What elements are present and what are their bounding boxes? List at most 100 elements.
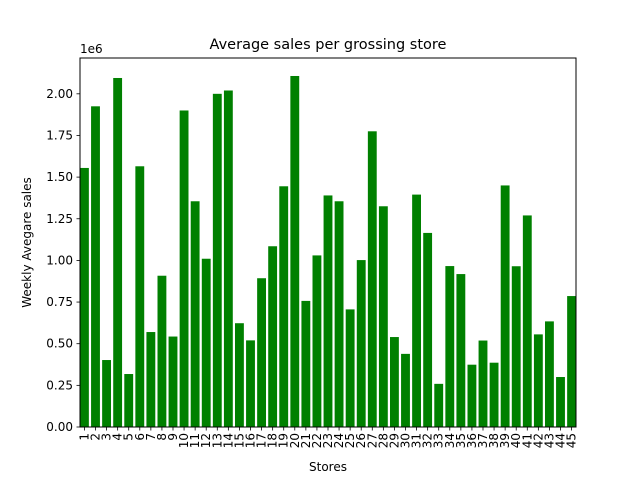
bar-store-34	[445, 266, 455, 427]
bar-store-39	[500, 185, 510, 427]
x-axis: 1234567891011121314151617181920212223242…	[77, 427, 579, 448]
y-tick-label: 0.25	[46, 378, 73, 392]
y-axis-label: Weekly Avegare sales	[20, 177, 34, 308]
x-axis-label: Stores	[309, 460, 347, 474]
x-tick-label: 15	[232, 433, 246, 448]
y-tick-label: 1.25	[46, 212, 73, 226]
x-tick-label: 32	[421, 433, 435, 448]
bar-store-40	[511, 266, 521, 427]
bar-store-2	[91, 106, 100, 427]
y-multiplier-label: 1e6	[80, 42, 103, 56]
x-tick-label: 36	[465, 433, 479, 448]
x-tick-label: 6	[133, 433, 147, 441]
bar-store-11	[190, 201, 200, 427]
bar-store-13	[212, 93, 222, 427]
x-tick-label: 40	[509, 433, 523, 448]
x-tick-label: 13	[210, 433, 224, 448]
bar-store-27	[367, 131, 377, 428]
plot-frame	[79, 57, 577, 428]
y-tick-label: 0.00	[46, 420, 73, 434]
y-tick-label: 0.50	[46, 337, 73, 351]
bar-store-44	[556, 377, 565, 427]
x-tick-label: 14	[221, 433, 235, 448]
x-tick-label: 7	[144, 433, 158, 441]
bar-store-21	[301, 300, 311, 427]
bar-store-19	[279, 186, 289, 427]
bar-store-8	[157, 275, 167, 427]
x-tick-label: 45	[565, 433, 579, 448]
bar-store-28	[378, 206, 388, 427]
bar-store-29	[390, 337, 399, 427]
bars-group	[80, 75, 576, 428]
x-tick-label: 26	[354, 433, 368, 448]
x-tick-label: 35	[454, 433, 468, 448]
bar-store-20	[290, 75, 300, 428]
bar-store-14	[223, 90, 233, 428]
bar-store-9	[168, 336, 178, 427]
x-tick-label: 37	[476, 433, 490, 448]
bar-store-15	[235, 323, 244, 427]
x-tick-label: 29	[387, 433, 401, 448]
bar-store-31	[412, 194, 421, 427]
bar-store-45	[567, 296, 576, 427]
bar-store-23	[323, 195, 333, 427]
bar-store-36	[467, 364, 477, 427]
y-tick-label: 0.75	[46, 295, 73, 309]
x-tick-label: 42	[531, 433, 545, 448]
x-tick-label: 1	[77, 433, 91, 441]
x-tick-label: 5	[122, 433, 136, 441]
x-tick-label: 8	[155, 433, 169, 441]
bar-store-22	[312, 255, 322, 427]
bar-store-38	[489, 362, 499, 427]
bar-store-6	[135, 166, 145, 427]
x-tick-label: 18	[266, 433, 280, 448]
x-tick-label: 34	[443, 433, 457, 448]
y-tick-label: 2.00	[46, 87, 73, 101]
x-tick-label: 41	[520, 433, 534, 448]
x-tick-label: 27	[365, 433, 379, 448]
x-tick-label: 43	[542, 433, 556, 448]
bar-store-25	[345, 309, 355, 427]
bar-store-32	[423, 232, 433, 427]
y-tick-label: 1.75	[46, 128, 73, 142]
bar-store-41	[522, 215, 532, 427]
bar-store-7	[146, 332, 156, 427]
x-tick-label: 23	[321, 433, 335, 448]
x-tick-label: 33	[432, 433, 446, 448]
y-axis: 0.00 0.25 0.50 0.75 1.00 1.25 1.50 1.75 2.00	[46, 87, 80, 434]
bar-store-42	[533, 334, 543, 427]
bar-store-10	[179, 110, 189, 427]
x-tick-label: 21	[299, 433, 313, 448]
bar-store-30	[401, 353, 410, 427]
bar-store-43	[545, 321, 554, 427]
bar-store-17	[257, 278, 266, 427]
y-tick-label: 1.50	[46, 170, 73, 184]
bar-store-4	[113, 77, 123, 428]
bar-store-5	[124, 374, 134, 427]
bar-store-1	[80, 167, 89, 427]
x-tick-label: 30	[399, 433, 413, 448]
bar-store-35	[456, 274, 466, 427]
x-tick-label: 22	[310, 433, 324, 448]
x-tick-label: 10	[177, 433, 191, 448]
x-tick-label: 2	[89, 433, 103, 441]
x-tick-label: 20	[288, 433, 302, 448]
bar-store-37	[478, 340, 488, 427]
x-tick-label: 31	[410, 433, 424, 448]
x-tick-label: 9	[166, 433, 180, 441]
x-tick-label: 25	[343, 433, 357, 448]
x-tick-label: 16	[244, 433, 258, 448]
x-tick-label: 12	[199, 433, 213, 448]
x-tick-label: 24	[332, 433, 346, 448]
bar-store-12	[201, 258, 211, 427]
chart-title: Average sales per grossing store	[210, 37, 447, 53]
bar-store-18	[268, 246, 278, 427]
bar-store-16	[246, 340, 255, 427]
x-tick-label: 19	[277, 433, 291, 448]
x-tick-label: 17	[255, 433, 269, 448]
y-tick-label: 1.00	[46, 253, 73, 267]
x-tick-label: 38	[487, 433, 501, 448]
x-tick-label: 3	[100, 433, 114, 441]
bar-store-26	[356, 260, 366, 427]
